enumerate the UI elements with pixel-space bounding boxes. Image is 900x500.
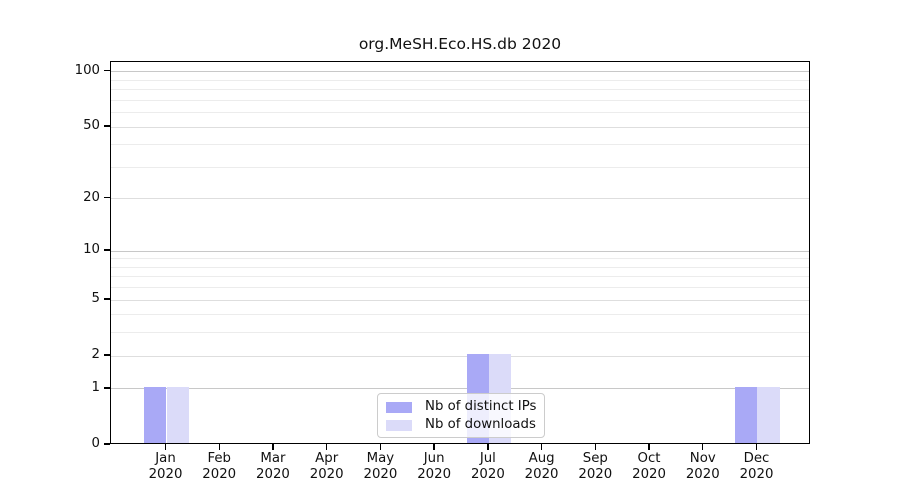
x-tick-mark [540, 444, 543, 450]
x-tick-mark [218, 444, 220, 450]
y-tick-mark [104, 443, 110, 445]
x-tick-year: 2020 [632, 466, 666, 482]
y-minor-gridline [111, 276, 809, 278]
y-tick-label: 1 [91, 379, 100, 395]
x-tick-mark [702, 444, 704, 450]
x-tick-year: 2020 [202, 466, 237, 482]
bar-distinct-ips [735, 386, 758, 443]
y-decade-gridline [111, 250, 809, 252]
y-tick-mark [104, 125, 110, 127]
x-tick-month: Nov [689, 451, 716, 466]
x-tick-label: May 2020 [348, 451, 412, 482]
x-tick-mark [325, 444, 328, 450]
y-minor-gridline [111, 79, 809, 81]
bar-downloads [166, 386, 189, 443]
x-tick-label: Oct 2020 [617, 451, 681, 482]
y-tick-mark [104, 298, 110, 300]
x-tick-label: Jul 2020 [456, 451, 520, 482]
x-tick-year: 2020 [256, 466, 290, 482]
x-tick-mark [433, 444, 435, 450]
legend-swatch-downloads-icon [386, 419, 412, 431]
x-tick-month: Oct [637, 451, 661, 466]
x-tick-label: Feb 2020 [187, 451, 251, 482]
chart-title: org.MeSH.Eco.HS.db 2020 [358, 35, 562, 53]
y-minor-gridline [111, 287, 809, 289]
y-decade-gridline [111, 71, 809, 73]
y-tick-mark [104, 197, 110, 199]
x-tick-label: Jun 2020 [402, 451, 466, 482]
legend-row-downloads: Nb of downloads [378, 416, 544, 434]
x-tick-mark [272, 444, 274, 450]
x-tick-label: Aug 2020 [510, 451, 574, 482]
bar-downloads [757, 386, 780, 443]
y-tick-mark [104, 354, 110, 356]
x-tick-month: Sep [582, 451, 608, 466]
y-minor-gridline [111, 89, 809, 91]
x-tick-label: Dec 2020 [724, 451, 788, 482]
x-tick-year: 2020 [309, 466, 344, 482]
plot-area: Nb of distinct IPs Nb of downloads [110, 61, 810, 444]
x-tick-mark [648, 444, 650, 450]
y-minor-gridline [111, 314, 809, 316]
legend-row-distinct-ips: Nb of distinct IPs [378, 398, 544, 416]
x-tick-year: 2020 [524, 466, 559, 482]
y-tick-mark [104, 387, 110, 389]
x-tick-month: Jul [479, 451, 496, 466]
legend-label-downloads: Nb of downloads [425, 417, 536, 432]
y-tick-label: 2 [91, 347, 100, 363]
y-major-gridline [111, 198, 809, 200]
x-tick-mark [594, 444, 596, 450]
x-tick-month: Aug [528, 451, 555, 466]
y-tick-label: 100 [74, 62, 100, 78]
y-minor-gridline [111, 99, 809, 101]
y-minor-gridline [111, 258, 809, 260]
x-tick-label: Sep 2020 [563, 451, 627, 482]
x-tick-month: Jan [155, 451, 176, 466]
x-tick-label: Nov 2020 [671, 451, 735, 482]
x-tick-year: 2020 [470, 466, 505, 482]
x-tick-year: 2020 [739, 466, 774, 482]
y-minor-gridline [111, 144, 809, 146]
y-minor-gridline [111, 332, 809, 334]
y-tick-label: 5 [91, 291, 100, 307]
y-minor-gridline [111, 166, 809, 168]
x-tick-year: 2020 [363, 466, 398, 482]
y-minor-gridline [111, 266, 809, 268]
legend-label-distinct-ips: Nb of distinct IPs [425, 399, 537, 414]
legend-swatch-distinct-ips-icon [386, 401, 412, 413]
bar-distinct-ips [144, 386, 167, 443]
x-tick-month: Jun [423, 451, 445, 466]
x-tick-year: 2020 [578, 466, 613, 482]
x-tick-month: May [366, 451, 395, 466]
x-tick-mark [755, 444, 758, 450]
x-tick-month: Feb [207, 451, 231, 466]
x-tick-mark [164, 444, 167, 450]
y-tick-label: 0 [91, 436, 100, 451]
x-tick-mark [379, 444, 382, 450]
y-tick-label: 50 [83, 118, 100, 134]
x-tick-year: 2020 [417, 466, 452, 482]
x-tick-month: Mar [260, 451, 286, 466]
y-tick-mark [104, 249, 110, 251]
y-tick-mark [104, 70, 110, 72]
x-tick-month: Apr [315, 451, 339, 466]
x-tick-mark [487, 444, 489, 450]
x-tick-year: 2020 [148, 466, 183, 482]
x-tick-month: Dec [743, 451, 770, 466]
y-major-gridline [111, 355, 809, 357]
y-tick-label: 10 [83, 242, 100, 258]
y-tick-label: 20 [83, 189, 100, 205]
x-tick-label: Mar 2020 [241, 451, 305, 482]
x-tick-label: Apr 2020 [295, 451, 359, 482]
legend: Nb of distinct IPs Nb of downloads [377, 393, 545, 438]
y-decade-gridline [111, 388, 809, 390]
x-tick-label: Jan 2020 [134, 451, 198, 482]
y-major-gridline [111, 299, 809, 301]
x-tick-year: 2020 [685, 466, 720, 482]
y-major-gridline [111, 126, 809, 128]
y-minor-gridline [111, 112, 809, 114]
